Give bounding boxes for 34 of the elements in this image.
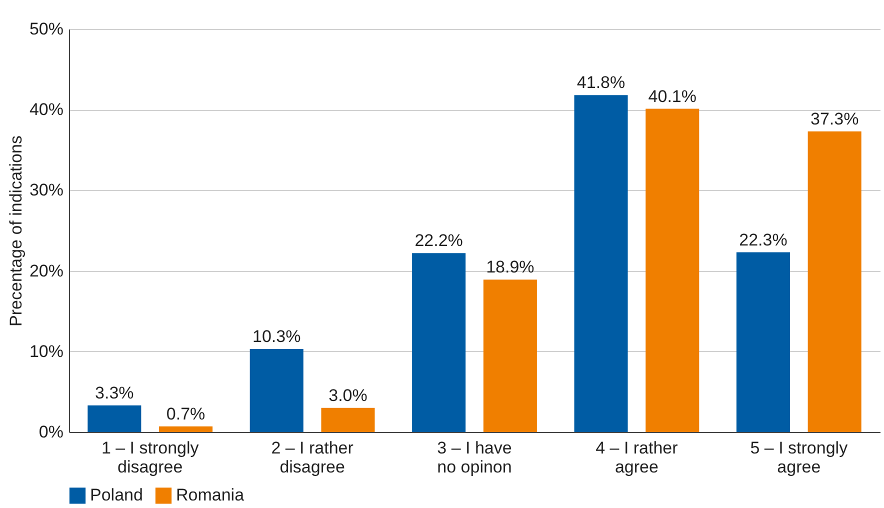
data-label: 40.1%	[648, 86, 696, 106]
bar	[250, 348, 304, 432]
y-tick-label: 0%	[38, 422, 64, 442]
y-tick-label: 30%	[29, 180, 64, 200]
y-tick-label: 40%	[29, 100, 64, 120]
data-label: 3.0%	[328, 386, 368, 405]
data-label: 37.3%	[810, 109, 859, 128]
bar	[646, 108, 700, 432]
legend-label: Poland	[90, 486, 143, 505]
legend-label: Romania	[176, 486, 245, 505]
x-tick-label: 1 – I strongly disagree	[101, 438, 200, 476]
x-tick-label: 3 – I have no opinon	[437, 438, 512, 476]
x-tick-label: 5 – I strongly agree	[750, 438, 848, 476]
bar	[574, 95, 628, 432]
bar	[736, 252, 790, 432]
x-tick-label: 4 – I rather agree	[596, 438, 678, 476]
data-label: 18.9%	[486, 258, 534, 277]
bar	[412, 253, 466, 432]
x-tick-label: 2 – I rather disagree	[271, 438, 354, 476]
bar	[159, 426, 213, 432]
y-tick-label: 10%	[29, 342, 64, 361]
bar	[321, 408, 375, 432]
bar	[808, 131, 862, 432]
data-label: 10.3%	[252, 326, 301, 346]
data-label: 0.7%	[166, 404, 206, 424]
y-tick-label: 20%	[29, 261, 64, 280]
data-label: 22.3%	[739, 230, 788, 250]
data-label: 41.8%	[576, 73, 626, 92]
bar	[88, 405, 142, 432]
y-tick-label: 50%	[29, 20, 64, 38]
data-label: 22.2%	[414, 231, 463, 250]
data-label: 3.3%	[95, 383, 134, 402]
bar	[483, 280, 537, 432]
y-axis-title: Precentage of indications	[6, 136, 26, 326]
